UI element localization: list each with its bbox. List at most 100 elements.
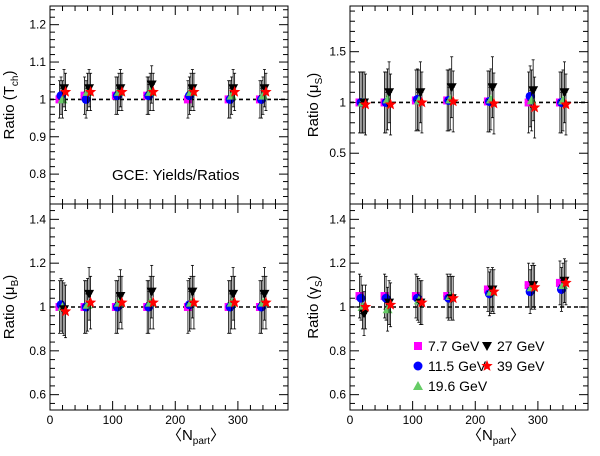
series-39-gev (59, 275, 272, 339)
y-tick-label: 1.2 (329, 256, 346, 270)
data-point (447, 95, 459, 107)
y-tick-label: 0.8 (29, 344, 46, 358)
x-axis-title: 〈Npart〉 (167, 427, 225, 447)
data-point (560, 98, 572, 110)
data-point (555, 278, 564, 287)
y-axis-title: Ratio (Tch) (1, 71, 21, 140)
data-point (559, 88, 570, 98)
data-point (147, 296, 159, 308)
x-tick-label: 300 (228, 413, 248, 427)
y-tick-label: 1.2 (29, 18, 46, 32)
y-tick-label: 1.4 (329, 212, 346, 226)
legend-item: 7.7 GeV (414, 338, 480, 354)
data-point (147, 85, 159, 97)
panel-bottom-right: 0.6 0.8 1 1.2 1.4 0 100 200 300 Ratio (γS) 〈Npart〉 (305, 203, 589, 447)
legend-item: 19.6 GeV (413, 378, 488, 394)
x-axis-title: 〈Npart〉 (467, 427, 525, 447)
y-axis-title: Ratio (γS) (305, 275, 325, 338)
data-point (81, 94, 91, 104)
series-39-gev (59, 72, 272, 112)
series-27-gev (59, 264, 270, 336)
data-point (416, 96, 428, 108)
data-point (146, 287, 157, 297)
data-point (259, 289, 270, 299)
data-point (446, 83, 457, 93)
legend-label: 19.6 GeV (428, 378, 488, 394)
x-tick-label: 200 (165, 413, 185, 427)
data-point (84, 296, 97, 308)
annotation-text: GCE: Yields/Ratios (112, 167, 240, 184)
y-tick-label: 1.5 (329, 45, 346, 59)
series-39-gev (359, 260, 572, 330)
data-point (187, 84, 198, 94)
y-tick-label: 1.4 (29, 212, 46, 226)
y-axis-title: Ratio (μB) (1, 275, 21, 340)
data-point (116, 296, 128, 308)
data-point (524, 281, 533, 290)
data-point (488, 285, 500, 297)
data-point (415, 88, 426, 98)
data-point (416, 296, 428, 308)
panel-top-right: 0.5 1 1.5 Ratio (μS) (305, 5, 589, 205)
data-point (356, 293, 366, 303)
legend-label: 11.5 GeV (428, 358, 487, 374)
data-point (557, 280, 568, 290)
x-tick-label: 100 (103, 413, 123, 427)
data-point (260, 296, 272, 308)
data-point (359, 98, 372, 110)
y-tick-label: 1 (39, 92, 46, 106)
y-axis-title: Ratio (μS) (305, 73, 325, 138)
x-tick-label: 0 (47, 413, 54, 427)
data-point (528, 86, 539, 96)
data-point (384, 98, 397, 110)
data-point (115, 84, 126, 94)
data-point (228, 85, 241, 97)
data-point (384, 298, 397, 310)
data-point (528, 101, 541, 113)
data-point (359, 301, 372, 312)
y-tick-label: 1 (39, 300, 46, 314)
y-tick-label: 0.6 (29, 388, 46, 402)
data-point (146, 80, 157, 90)
data-point (560, 276, 572, 288)
y-tick-label: 1.1 (29, 55, 46, 69)
data-point (260, 85, 272, 97)
legend: 7.7 GeV 27 GeV 11.5 GeV 39 GeV 19.6 GeV (413, 338, 545, 394)
data-point (359, 309, 370, 319)
y-tick-label: 1.2 (29, 256, 46, 270)
legend-label: 7.7 GeV (428, 338, 480, 354)
data-point (384, 88, 395, 98)
data-point (59, 305, 72, 317)
data-point (187, 287, 198, 297)
y-tick-label: 0.8 (329, 344, 346, 358)
data-point (84, 84, 95, 94)
x-tick-label: 100 (403, 413, 423, 427)
x-tick-label: 0 (347, 413, 354, 427)
data-point (487, 83, 498, 93)
legend-marker (413, 381, 423, 390)
legend-marker (413, 361, 423, 371)
legend-item: 11.5 GeV (413, 358, 487, 374)
legend-label: 39 GeV (497, 358, 545, 374)
x-tick-label: 300 (528, 413, 548, 427)
data-point (115, 292, 126, 302)
data-point (57, 94, 68, 104)
series-27-gev (59, 65, 270, 108)
data-point (528, 281, 541, 293)
data-point (228, 289, 239, 299)
y-tick-label: 1 (339, 95, 346, 109)
legend-item: 27 GeV (482, 338, 545, 354)
legend-label: 27 GeV (497, 338, 545, 354)
x-tick-label: 200 (465, 413, 485, 427)
data-point (483, 285, 492, 294)
y-tick-label: 1 (339, 300, 346, 314)
data-point (488, 97, 500, 109)
data-point (188, 85, 200, 97)
series-39-gev (359, 70, 572, 139)
data-point (59, 84, 70, 94)
data-point (116, 85, 128, 97)
y-tick-label: 0.9 (29, 130, 46, 144)
data-point (228, 84, 239, 94)
